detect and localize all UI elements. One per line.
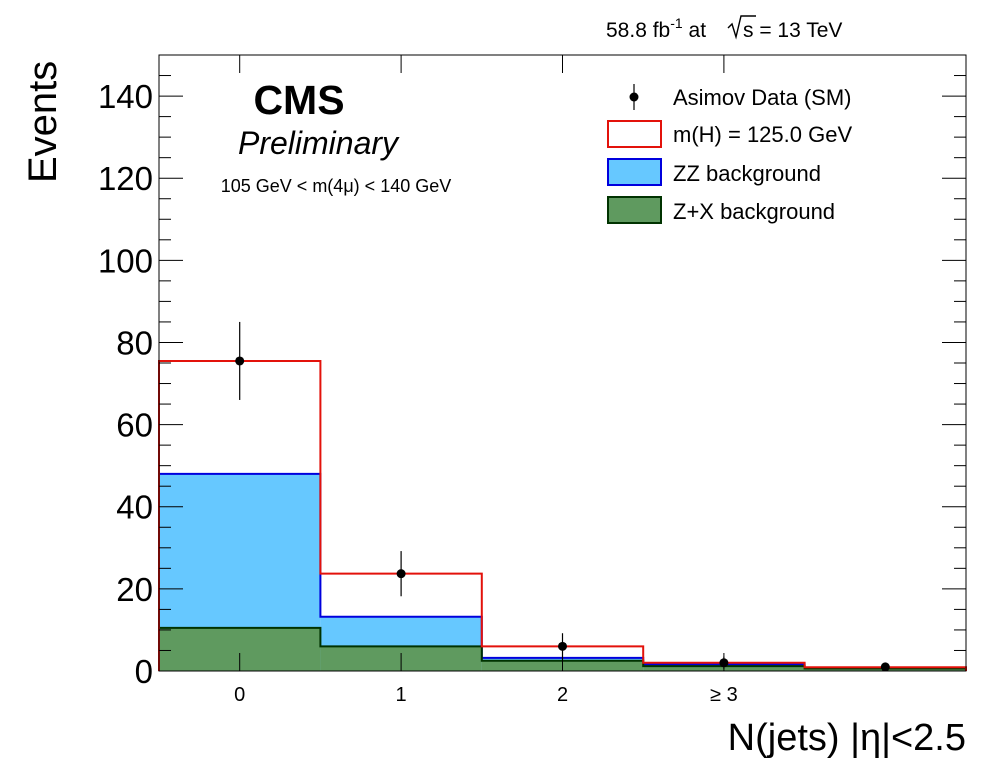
energy-label: s = 13 TeV bbox=[743, 19, 842, 42]
legend: Asimov Data (SM) m(H) = 125.0 GeV ZZ bac… bbox=[607, 84, 852, 224]
preliminary-label: Preliminary bbox=[238, 125, 400, 161]
legend-zx-swatch bbox=[607, 196, 662, 224]
y-tick-label-20: 20 bbox=[116, 571, 153, 608]
y-tick-labels: 0 20 40 60 80 100 120 140 bbox=[98, 78, 153, 690]
x-tick-label-0: 0 bbox=[234, 684, 245, 706]
data-point-2 bbox=[558, 641, 567, 651]
lumi-label: 58.8 fb-1 at bbox=[606, 15, 712, 42]
legend-data-marker bbox=[629, 92, 639, 102]
x-axis-title: N(jets) |η|<2.5 bbox=[728, 717, 966, 759]
data-point-4 bbox=[880, 662, 890, 672]
legend-entry-signal: m(H) = 125.0 GeV bbox=[607, 120, 852, 148]
data-point-0 bbox=[235, 356, 245, 366]
legend-label-zx: Z+X background bbox=[673, 199, 835, 224]
x-tick-label-2: 2 bbox=[557, 684, 568, 706]
histogram-fills bbox=[158, 472, 967, 671]
y-tick-label-60: 60 bbox=[116, 407, 153, 444]
cms-label: CMS bbox=[253, 77, 344, 123]
x-tick-label-1: 1 bbox=[396, 684, 407, 706]
legend-entry-zx: Z+X background bbox=[607, 196, 835, 224]
axes bbox=[158, 54, 967, 672]
y-tick-label-120: 120 bbox=[98, 160, 153, 197]
legend-label-data: Asimov Data (SM) bbox=[673, 85, 851, 110]
y-tick-label-40: 40 bbox=[116, 489, 153, 526]
y-tick-label-80: 80 bbox=[116, 324, 153, 361]
x-tick-label-3: ≥ 3 bbox=[710, 684, 738, 706]
legend-entry-data: Asimov Data (SM) bbox=[629, 84, 851, 110]
legend-signal-swatch bbox=[607, 120, 662, 148]
x-tick-labels: 0 1 2 ≥ 3 bbox=[234, 684, 738, 706]
sqrt-symbol bbox=[727, 15, 756, 40]
mass-cut-label: 105 GeV < m(4μ) < 140 GeV bbox=[221, 176, 452, 196]
legend-entry-zz: ZZ background bbox=[607, 158, 821, 186]
y-axis-title: Events bbox=[21, 61, 65, 183]
legend-zz-swatch bbox=[607, 158, 662, 186]
data-point-1 bbox=[396, 569, 406, 579]
y-tick-label-140: 140 bbox=[98, 78, 153, 115]
y-tick-label-100: 100 bbox=[98, 242, 153, 279]
legend-label-zz: ZZ background bbox=[673, 161, 821, 186]
legend-label-signal: m(H) = 125.0 GeV bbox=[673, 122, 852, 147]
y-tick-label-0: 0 bbox=[135, 653, 153, 690]
